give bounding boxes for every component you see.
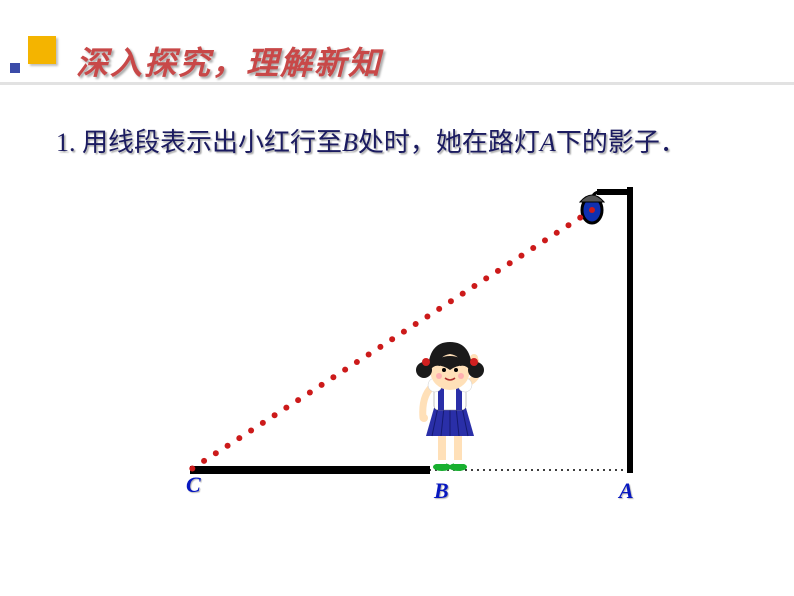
title-motif <box>10 18 70 78</box>
q-part-3: 处时，她在路灯 <box>358 128 540 157</box>
label-C: C <box>186 472 201 498</box>
label-A: A <box>619 478 634 504</box>
slide-title: 深入探究，理解新知 <box>76 38 382 84</box>
q-part-1: 1. 用线段表示出小红行至 <box>56 128 342 157</box>
q-part-5: 下的影子． <box>556 128 686 157</box>
q-part-A: A <box>540 128 556 157</box>
label-B: B <box>434 478 449 504</box>
q-part-B: B <box>342 128 358 157</box>
diagram-svg <box>130 180 660 520</box>
motif-square-small <box>10 63 20 73</box>
question-text: 1. 用线段表示出小红行至B处时，她在路灯A下的影子． <box>56 124 738 162</box>
motif-square-big <box>28 36 56 64</box>
diagram-container: C B A <box>130 180 660 520</box>
